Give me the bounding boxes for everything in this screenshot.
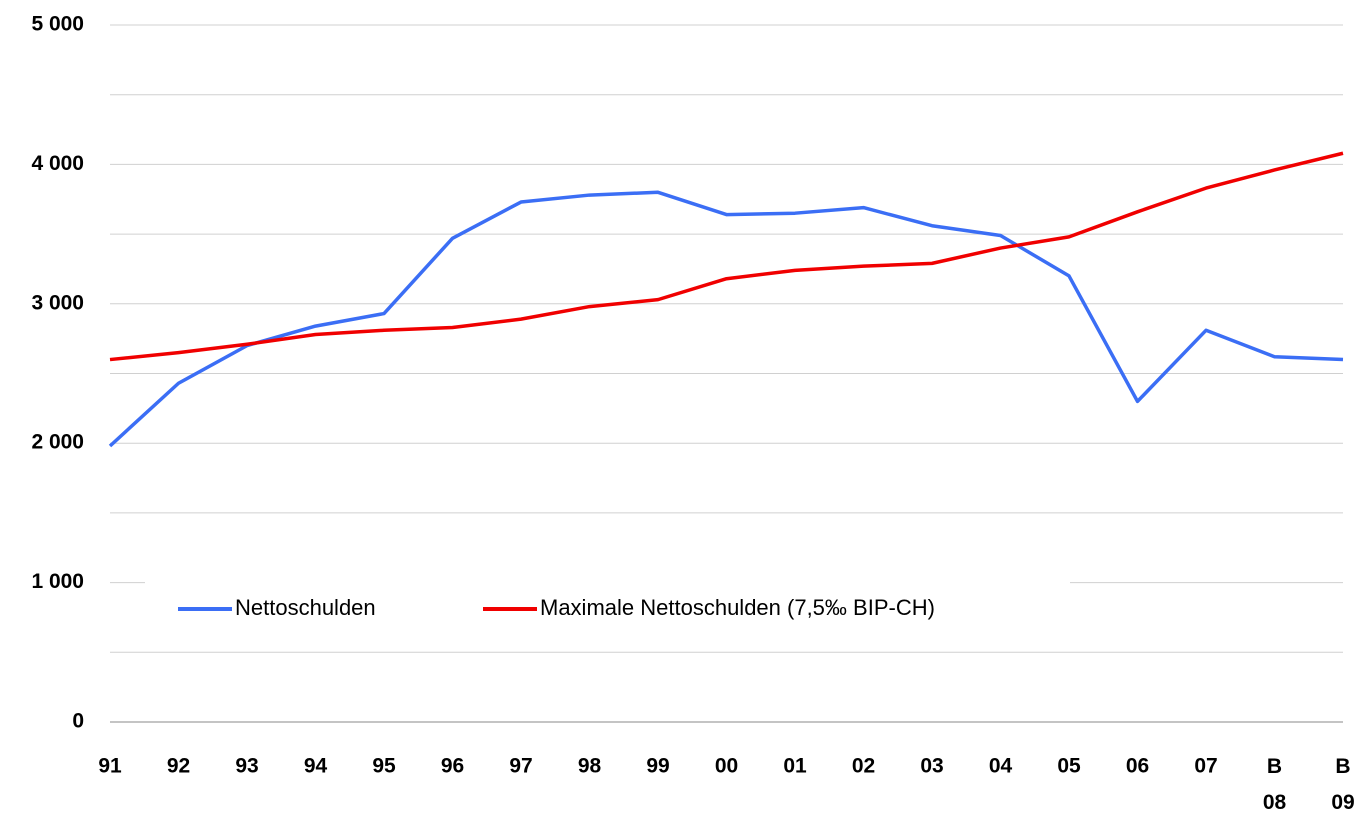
x-tick-label: 06 xyxy=(1126,755,1149,778)
x-tick-label: 94 xyxy=(304,755,328,778)
x-tick-label: 05 xyxy=(1057,755,1081,778)
legend-label: Maximale Nettoschulden (7,5‰ BIP-CH) xyxy=(540,595,935,620)
x-tick-label: 00 xyxy=(715,755,738,778)
y-tick-label: 5 000 xyxy=(31,13,84,36)
y-tick-label: 0 xyxy=(72,710,84,733)
x-tick-label: 07 xyxy=(1194,755,1217,778)
x-tick-label: 92 xyxy=(167,755,190,778)
y-tick-label: 4 000 xyxy=(31,152,84,175)
legend-box xyxy=(145,577,1070,639)
x-tick-label: 03 xyxy=(920,755,943,778)
x-tick-label: 96 xyxy=(441,755,464,778)
x-tick-label: 02 xyxy=(852,755,875,778)
y-tick-label: 3 000 xyxy=(31,291,84,314)
line-series xyxy=(109,151,1344,362)
y-tick-label: 1 000 xyxy=(31,570,84,593)
x-tick-label: 01 xyxy=(783,755,807,778)
x-tick-label: 97 xyxy=(509,755,532,778)
x-tick-label: 04 xyxy=(989,755,1013,778)
x-tick-label: 91 xyxy=(98,755,122,778)
x-tick-label: B 08 xyxy=(1263,755,1287,813)
line-series xyxy=(108,190,1344,448)
x-tick-label: 99 xyxy=(646,755,669,778)
x-tick-label: B 09 xyxy=(1331,755,1354,813)
legend-label: Nettoschulden xyxy=(235,595,376,620)
x-tick-label: 95 xyxy=(372,755,396,778)
x-tick-label: 98 xyxy=(578,755,602,778)
y-tick-label: 2 000 xyxy=(31,431,84,454)
x-tick-label: 93 xyxy=(235,755,258,778)
